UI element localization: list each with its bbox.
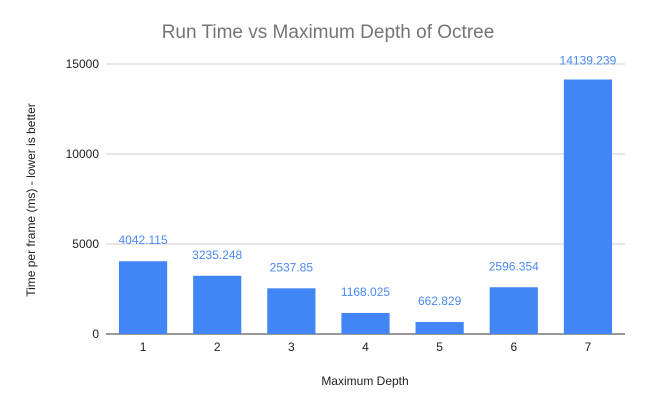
x-tick-label: 7 <box>585 340 592 354</box>
data-label: 14139.239 <box>560 53 617 67</box>
bars <box>118 79 613 334</box>
x-tick-label: 3 <box>288 340 295 354</box>
data-label: 2596.354 <box>489 259 539 273</box>
bar <box>193 275 242 334</box>
y-axis-label: Time per frame (ms) - lower is better <box>24 103 38 297</box>
x-tick-label: 1 <box>140 340 147 354</box>
x-tick-label: 6 <box>510 340 517 354</box>
x-axis-label: Maximum Depth <box>321 374 408 388</box>
y-tick-label: 10000 <box>66 147 100 161</box>
x-tick-label: 5 <box>436 340 443 354</box>
x-tick-label: 4 <box>362 340 369 354</box>
chart-title: Run Time vs Maximum Depth of Octree <box>162 22 495 43</box>
data-labels: 4042.115 3235.248 2537.85 1168.025 662.829 25… <box>118 53 616 308</box>
data-label: 4042.115 <box>118 233 167 247</box>
y-tick-label: 5000 <box>72 237 99 251</box>
bar <box>489 287 538 334</box>
y-tick-label: 0 <box>92 327 99 341</box>
bar <box>267 288 316 334</box>
x-axis-ticks: 1 2 3 4 5 6 7 <box>140 340 592 354</box>
bar <box>118 261 168 334</box>
y-tick-label: 15000 <box>66 57 100 71</box>
data-label: 1168.025 <box>341 285 390 299</box>
bar <box>341 312 390 334</box>
bar <box>563 79 613 334</box>
y-axis-ticks: 0 5000 10000 15000 <box>66 57 100 341</box>
data-label: 2537.85 <box>270 260 314 274</box>
x-tick-label: 2 <box>214 340 221 354</box>
data-label: 662.829 <box>418 294 462 308</box>
data-label: 3235.248 <box>192 248 242 262</box>
bar <box>415 322 464 334</box>
